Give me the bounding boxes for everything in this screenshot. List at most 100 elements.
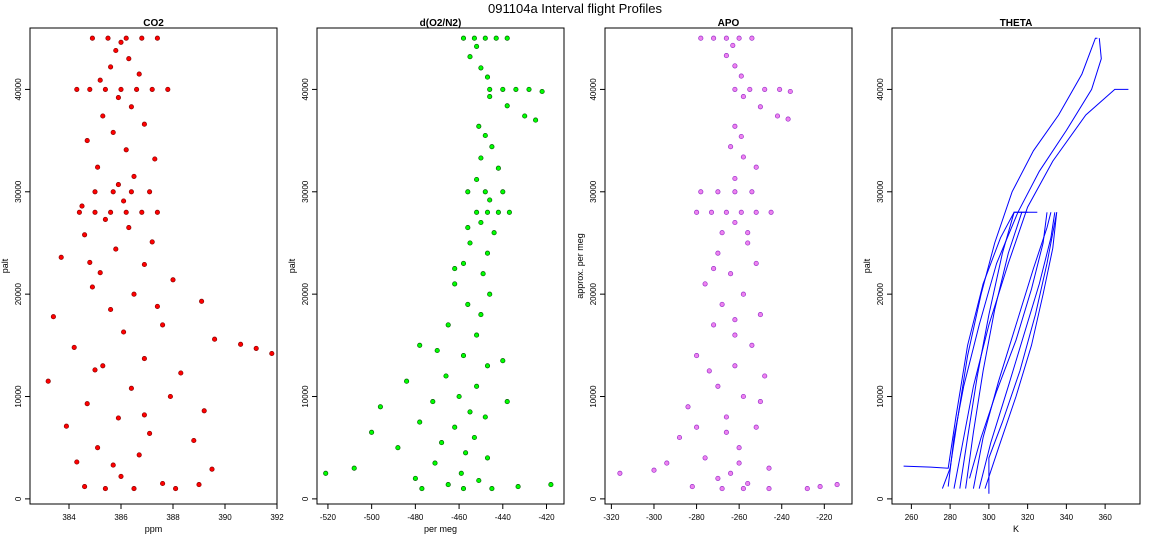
data-point [84, 138, 90, 144]
y-tick-label: 30000 [876, 180, 885, 203]
data-point [115, 415, 121, 421]
x-tick-label: -280 [689, 513, 706, 522]
x-tick-label: -500 [364, 513, 381, 522]
data-point [452, 281, 458, 287]
series-line [947, 38, 1102, 487]
data-point [740, 393, 746, 400]
data-point [417, 342, 423, 348]
data-point [445, 322, 451, 328]
data-point [63, 423, 69, 429]
data-point [131, 486, 137, 492]
data-point [728, 144, 734, 150]
data-point [484, 363, 491, 369]
data-point [749, 189, 755, 195]
data-point [482, 132, 488, 139]
data-point [732, 189, 738, 195]
data-point [141, 412, 147, 418]
data-point [82, 232, 88, 238]
data-point [212, 336, 218, 342]
data-point [84, 401, 90, 407]
data-point [102, 486, 108, 492]
chart-panel-1: CO2 384 386 388 390 392 0 10000 20000 30000 40000 p… [0, 18, 284, 534]
x-tick-label: 360 [1098, 513, 1112, 522]
data-point [74, 459, 80, 465]
x-tick-label: 392 [270, 513, 284, 522]
data-point [71, 344, 77, 350]
data-point [434, 347, 440, 354]
data-point [412, 475, 418, 481]
y-tick-label: 10000 [301, 385, 310, 408]
data-point [762, 373, 768, 379]
data-point [487, 94, 493, 100]
series-line [972, 212, 1052, 489]
data-point [504, 35, 510, 41]
data-point [430, 399, 436, 405]
data-point [774, 113, 781, 119]
data-point [487, 197, 493, 203]
data-point [154, 209, 160, 215]
data-point [95, 445, 101, 451]
data-point [167, 393, 173, 400]
data-point [452, 266, 458, 272]
data-point [719, 301, 725, 307]
plot-frame [29, 27, 278, 505]
data-point [131, 173, 137, 179]
data-point [482, 189, 488, 195]
data-point [489, 144, 495, 150]
data-point [730, 42, 736, 48]
data-point [419, 486, 425, 492]
y-tick-label: 40000 [301, 78, 310, 101]
data-point [471, 434, 477, 441]
data-point [439, 440, 445, 446]
y-tick-label: 0 [589, 496, 598, 501]
data-point [732, 175, 738, 182]
data-point [732, 219, 738, 226]
data-point [489, 486, 495, 492]
data-point [504, 399, 510, 405]
data-point [500, 189, 506, 195]
data-point [463, 450, 469, 456]
data-point [474, 332, 480, 338]
data-point [766, 486, 772, 492]
data-point [108, 64, 114, 70]
data-point [76, 209, 82, 215]
x-tick-label: -240 [774, 513, 791, 522]
page-title: 091104a Interval flight Profiles [488, 1, 662, 16]
data-point [82, 484, 88, 490]
data-point [92, 189, 98, 195]
data-point [484, 250, 491, 256]
data-point [736, 35, 742, 41]
series-line [941, 37, 1098, 489]
chart-title: d(O2/N2) [420, 18, 462, 29]
data-point [128, 385, 134, 391]
data-point [131, 291, 137, 297]
x-tick-label: 300 [982, 513, 996, 522]
data-point [753, 260, 759, 266]
data-point [723, 429, 729, 435]
data-point [526, 86, 532, 92]
data-point [102, 86, 108, 92]
data-point [443, 373, 449, 379]
data-point [478, 219, 484, 226]
data-point [533, 117, 539, 123]
data-point [92, 209, 98, 215]
x-tick-label: 384 [62, 513, 76, 522]
data-point [118, 39, 124, 45]
data-point [108, 306, 114, 313]
data-point [154, 35, 160, 41]
y-tick-label: 20000 [14, 282, 23, 305]
y-axis-label: palt [287, 258, 297, 273]
data-point [95, 164, 101, 170]
data-point [745, 240, 751, 246]
x-tick-label: 260 [905, 513, 919, 522]
x-tick-label: -480 [407, 513, 424, 522]
data-point [694, 209, 700, 215]
x-tick-label: 386 [114, 513, 128, 522]
x-axis-label: per meg [424, 524, 457, 534]
data-point [113, 47, 119, 54]
data-point [191, 437, 197, 444]
data-point [757, 399, 763, 405]
data-point [738, 209, 744, 215]
data-point [141, 356, 147, 362]
